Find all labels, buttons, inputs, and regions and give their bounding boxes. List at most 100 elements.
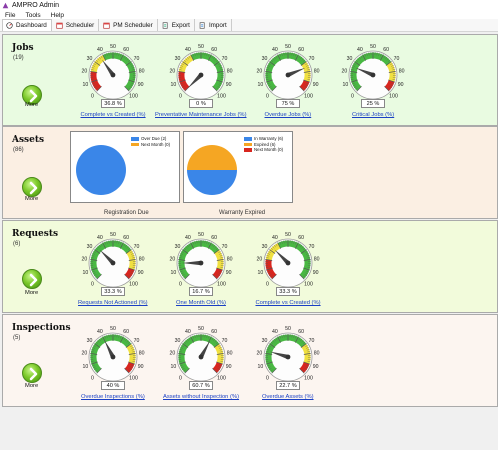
gauge-tick [190,336,195,343]
arrow-right-icon [29,367,38,381]
gauge-tick-label: 40 [97,329,103,335]
tab-export[interactable]: Export [159,19,195,31]
tab-import[interactable]: Import [196,19,232,31]
gauge-tick [124,368,130,374]
gauge-tick [307,361,311,363]
gauge-tick [356,86,362,92]
tab-label: PM Scheduler [113,21,153,29]
gauge-tick [95,247,99,250]
gauge-link[interactable]: Overdue Jobs (%) [264,112,312,118]
arrow-right-icon [29,273,38,287]
gauge-tick [303,259,311,261]
gauge-tick [277,242,282,249]
more-button[interactable] [22,85,42,105]
gauge-tick [190,54,195,61]
gauge-link[interactable]: Overdue Assets (%) [262,394,314,400]
gauge-tick [266,349,270,351]
inspections-panel: Inspections (5) More 0 10 20 30 40 50 60 70 80 90… [2,314,498,407]
gauge-tick-label: 40 [272,329,278,335]
gauge-tick [207,242,212,249]
gauge-tick [94,249,101,254]
gauge-tick [265,267,269,269]
gauge-tick [305,84,309,87]
gauge-tick [106,334,108,338]
gauge-tick [125,249,132,254]
gauge-tick [267,366,271,369]
gauge-tick [218,251,221,253]
gauge-link[interactable]: Complete vs Created (%) [80,112,146,118]
tab-scheduler[interactable]: Scheduler [53,19,100,31]
section-title: Inspections [12,323,71,333]
gauge-tick [128,361,135,365]
gauge-hub [110,354,116,360]
legend-item: Expired (6) [244,142,283,148]
gauge-tick [100,243,103,247]
gauge-tick [265,353,273,355]
gauge-tick [181,86,185,89]
gauge-needle [274,249,290,265]
gauge-tick [91,349,95,351]
gauge-link[interactable]: Assets without Inspection (%) [163,394,240,400]
gauge-tick-label: 30 [175,338,181,344]
gauge-tick [303,87,306,90]
gauge-tick-label: 50 [198,326,204,332]
gauge-tick [352,65,355,67]
gauge-tick [179,82,183,85]
gauge-tick-label: 20 [341,68,347,74]
gauge-link[interactable]: Requests Not Actioned (%) [78,300,148,306]
gauge-tick [219,270,223,273]
more-button[interactable] [22,269,42,289]
gauge-tick-label: 50 [370,44,376,50]
gauge-tick [206,240,208,244]
legend-swatch [244,142,252,147]
gauge-tick [92,347,95,349]
more-button[interactable] [22,363,42,383]
gauge-tick [188,243,191,247]
gauge-tick [179,349,183,351]
gauge-link[interactable]: Critical Jobs (%) [352,112,395,118]
menu-file[interactable]: File [5,12,16,19]
gauge-tick [267,84,271,87]
menu-bar: File Tools Help [0,11,498,20]
gauge-tick-label: 0 [266,94,269,100]
gauge-zone [90,240,132,279]
gauge-tick [179,255,183,257]
gauge-tick [266,67,270,69]
gauge-tick [355,87,358,90]
gauge-tick [128,79,135,83]
more-button[interactable] [22,177,42,197]
gauge-tick-label: 80 [139,350,145,356]
gauge-tick [178,267,182,269]
gauge-tick [127,59,131,62]
gauge-tick-label: 70 [309,56,315,62]
gauge-tick [305,272,309,275]
gauge-link[interactable]: One Month Old (%) [176,300,226,306]
gauge-tick [90,257,94,259]
menu-help[interactable]: Help [50,12,65,19]
gauge-tick [124,274,130,280]
gauge-tick [266,364,270,367]
gauge-link[interactable]: Preventative Maintenance Jobs (%) [155,112,247,118]
gauge-tick [380,53,382,57]
gauge-tick [300,244,303,248]
gauge-tick [128,353,136,355]
gauge-tick [178,79,182,81]
tab-dashboard[interactable]: Dashboard [2,19,52,31]
gauge-tick [385,56,388,60]
gauge-tick-label: 10 [171,82,177,88]
gauge-tick-label: 30 [262,338,268,344]
requests-panel: Requests (6) More 0 10 20 30 40 50 60 70 80 90 100… [2,220,498,313]
gauge-tick [211,243,214,247]
gauge-tick [303,353,311,355]
gauge-link[interactable]: Complete vs Created (%) [255,300,321,306]
gauge-needle [287,67,306,78]
gauge: 0 10 20 30 40 50 60 70 80 90 100 [58,35,168,115]
gauge-tick [213,343,220,348]
gauge-tick [353,86,357,89]
menu-tools[interactable]: Tools [25,12,41,19]
gauge-link[interactable]: Overdue Inspections (%) [81,394,145,400]
tab-pm-scheduler[interactable]: PM Scheduler [100,19,158,31]
gauge-tick-label: 90 [398,82,404,88]
